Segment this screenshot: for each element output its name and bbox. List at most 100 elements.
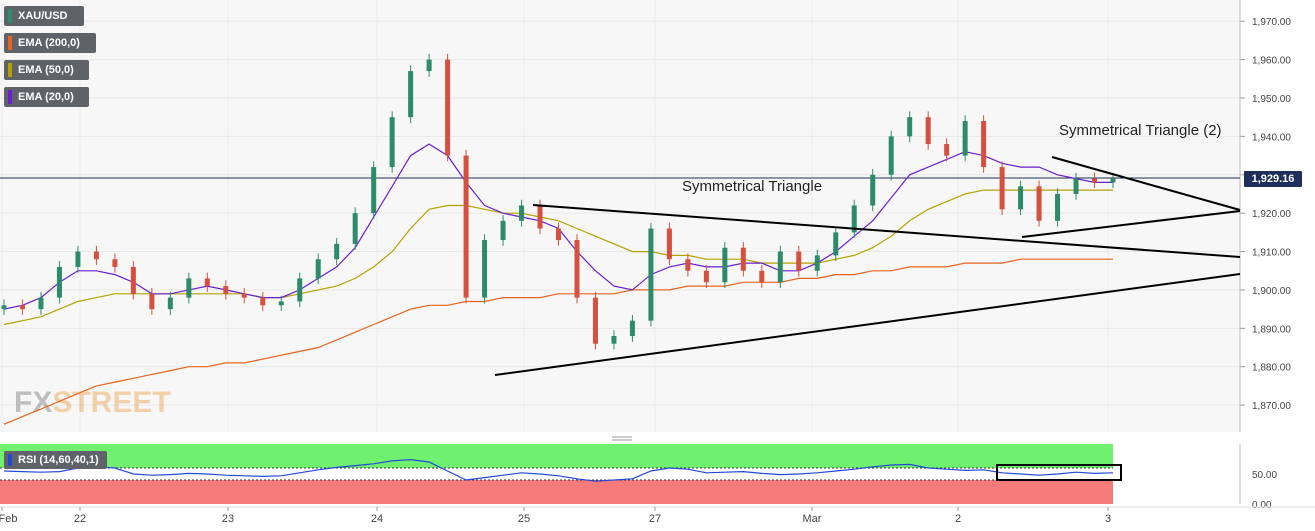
watermark-street: STREET — [52, 386, 170, 419]
triangle-trendline — [532, 204, 1241, 258]
candle — [500, 215, 506, 246]
candle — [925, 111, 931, 150]
candle — [722, 241, 728, 289]
legend-ema200[interactable]: EMA (200,0) — [4, 33, 96, 53]
candle — [1018, 180, 1024, 216]
legend-symbol[interactable]: XAU/USD — [4, 6, 84, 26]
candle — [648, 222, 654, 327]
rsi-color-swatch — [8, 454, 12, 466]
candle — [426, 53, 432, 77]
candle-body — [38, 297, 44, 310]
candle-body — [592, 297, 598, 344]
candle-body — [851, 205, 857, 233]
candle — [315, 253, 321, 285]
candle — [833, 226, 839, 262]
candle — [371, 161, 377, 219]
candle — [556, 222, 561, 246]
candle-body — [685, 259, 691, 271]
candle — [703, 264, 709, 289]
price-tick-label: 1,920.00 — [1252, 209, 1291, 220]
candle-body — [500, 220, 506, 241]
candle-body — [537, 205, 543, 229]
candle-body — [204, 278, 210, 287]
candle — [685, 253, 691, 277]
time-tick-label: Mar — [803, 513, 822, 525]
candle-body — [389, 117, 395, 168]
candle — [75, 245, 81, 273]
candle — [1110, 172, 1116, 189]
candle-body — [944, 144, 950, 156]
candle — [408, 65, 414, 123]
candle — [740, 241, 746, 277]
candle-body — [297, 278, 303, 302]
candle-body — [56, 266, 62, 298]
triangle-trendline — [494, 273, 1241, 376]
candle — [777, 245, 783, 289]
candle-body — [112, 259, 118, 267]
candle-body — [722, 247, 728, 283]
candle-body — [833, 232, 839, 256]
legend-ema50[interactable]: EMA (50,0) — [4, 60, 89, 80]
candle-body — [260, 297, 266, 306]
candle-body — [1036, 186, 1042, 221]
price-tick-label: 1,960.00 — [1252, 56, 1291, 67]
candle-body — [167, 297, 173, 310]
candle-body — [611, 336, 617, 344]
candle — [1036, 180, 1042, 227]
triangle-trendline — [1051, 156, 1241, 211]
candle — [260, 291, 266, 312]
candle — [463, 149, 469, 304]
candle — [352, 207, 358, 250]
candle — [592, 291, 598, 350]
current-price-tag: 1,929.16 — [1244, 171, 1302, 187]
candle — [907, 111, 913, 143]
rsi-tick-label: 50.00 — [1252, 470, 1277, 481]
ema50-color-swatch — [8, 63, 12, 77]
candle — [629, 314, 635, 342]
candle-body — [814, 255, 820, 271]
rsi-legend-label: RSI (14,60,40,1) — [18, 454, 99, 466]
price-tick-label: 1,940.00 — [1252, 132, 1291, 143]
candle — [851, 199, 857, 239]
rsi-legend[interactable]: RSI (14,60,40,1) — [4, 451, 107, 469]
price-tick-label: 1,910.00 — [1252, 248, 1291, 259]
candle-body — [629, 320, 635, 337]
candle — [482, 234, 488, 304]
candle — [204, 272, 210, 292]
time-tick-label: 2 — [955, 513, 961, 525]
candle-body — [463, 155, 469, 298]
rsi-neutral-zone — [0, 468, 1113, 480]
time-tick-label: 25 — [518, 513, 530, 525]
price-tick-label: 1,970.00 — [1252, 17, 1291, 28]
candle-body — [962, 121, 968, 156]
price-pane-background — [0, 0, 1240, 432]
candle-body — [1110, 178, 1116, 183]
candle-body — [1073, 178, 1079, 194]
candle-body — [1018, 186, 1024, 210]
candle — [759, 264, 765, 289]
candle — [56, 261, 62, 304]
candle — [112, 253, 118, 273]
candle-body — [907, 117, 913, 137]
candle-body — [482, 240, 488, 298]
symbol-color-swatch — [8, 9, 12, 23]
candle-body — [999, 167, 1005, 210]
candle-body — [925, 117, 931, 145]
legend-ema200-label: EMA (200,0) — [18, 37, 80, 49]
ema200-color-swatch — [8, 36, 12, 50]
candle-body — [426, 59, 432, 72]
watermark-fx: FX — [14, 386, 52, 419]
candle — [278, 295, 284, 312]
candle — [519, 199, 525, 227]
legend-ema20[interactable]: EMA (20,0) — [4, 87, 89, 107]
candle — [796, 245, 802, 277]
annotation-symmetrical-triangle-2: Symmetrical Triangle (2) — [1059, 122, 1222, 139]
candle-body — [241, 293, 247, 298]
pane-separator — [0, 432, 1315, 442]
candle — [167, 291, 173, 315]
candle-body — [278, 301, 284, 306]
candle-body — [777, 251, 783, 283]
candle-body — [445, 59, 451, 156]
candle-body — [981, 121, 987, 168]
candle — [666, 222, 672, 265]
